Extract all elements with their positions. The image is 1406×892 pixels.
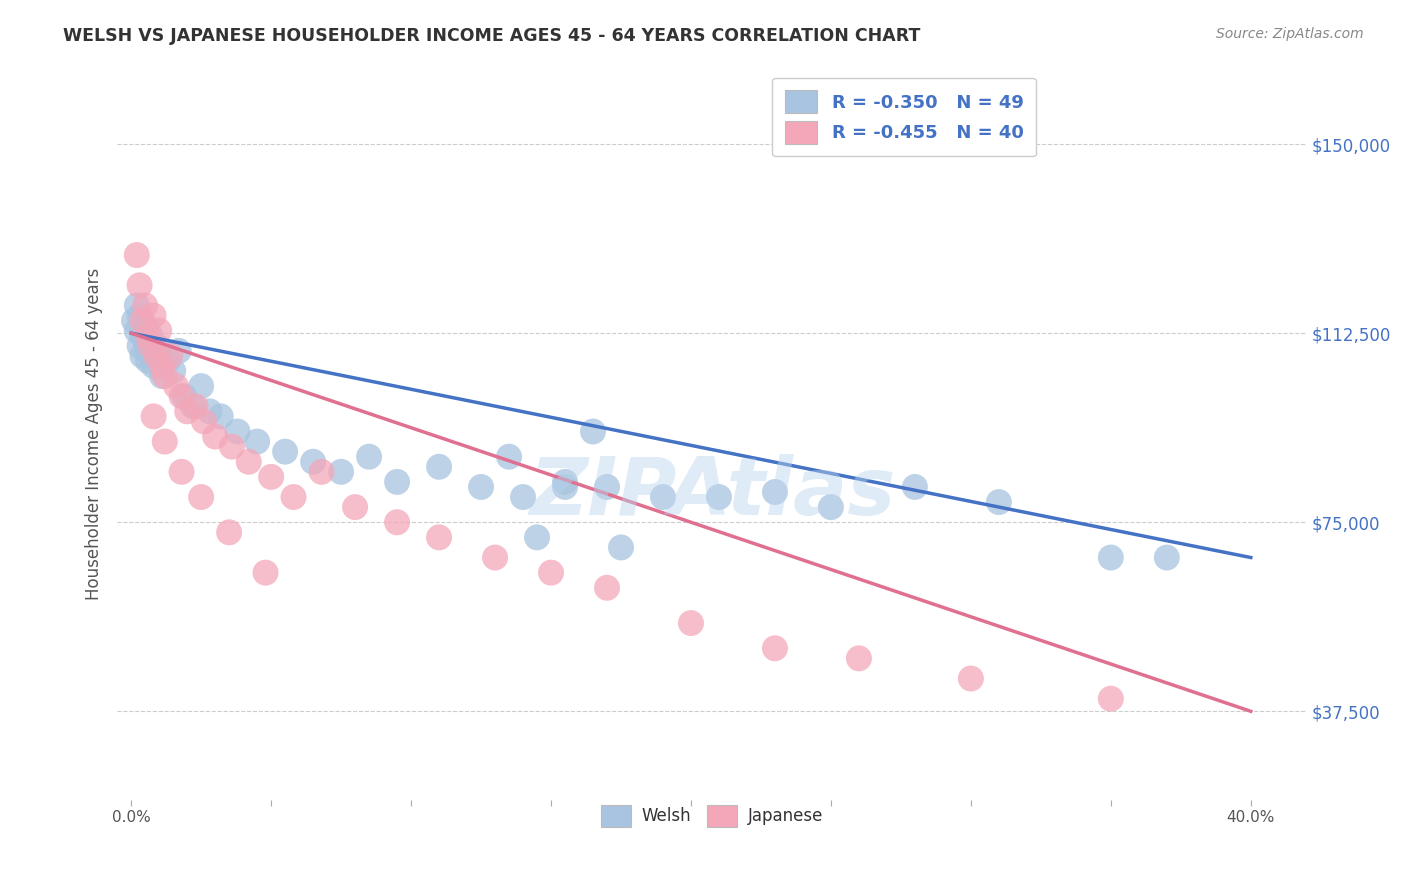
Point — [142, 359, 165, 373]
Point — [128, 278, 150, 293]
Point — [238, 455, 260, 469]
Point — [359, 450, 381, 464]
Point — [254, 566, 277, 580]
Point — [156, 354, 179, 368]
Point — [554, 475, 576, 489]
Point — [204, 429, 226, 443]
Point — [1156, 550, 1178, 565]
Point — [274, 444, 297, 458]
Point — [190, 379, 212, 393]
Point — [1099, 691, 1122, 706]
Point — [198, 404, 221, 418]
Point — [142, 309, 165, 323]
Point — [679, 616, 702, 631]
Point — [131, 313, 153, 327]
Text: Source: ZipAtlas.com: Source: ZipAtlas.com — [1216, 27, 1364, 41]
Point — [125, 324, 148, 338]
Y-axis label: Householder Income Ages 45 - 64 years: Householder Income Ages 45 - 64 years — [86, 268, 103, 600]
Point — [170, 389, 193, 403]
Point — [125, 298, 148, 312]
Point — [142, 409, 165, 424]
Point — [134, 334, 156, 348]
Point — [150, 359, 173, 373]
Point — [209, 409, 232, 424]
Point — [246, 434, 269, 449]
Point — [427, 459, 450, 474]
Point — [330, 465, 353, 479]
Point — [139, 339, 162, 353]
Point — [131, 328, 153, 343]
Point — [153, 369, 176, 384]
Point — [512, 490, 534, 504]
Point — [122, 313, 145, 327]
Point — [162, 364, 184, 378]
Point — [526, 530, 548, 544]
Point — [153, 434, 176, 449]
Point — [167, 343, 190, 358]
Text: ZIPAtlas: ZIPAtlas — [529, 453, 896, 532]
Point — [136, 343, 159, 358]
Point — [184, 399, 207, 413]
Point — [148, 349, 170, 363]
Point — [987, 495, 1010, 509]
Point — [848, 651, 870, 665]
Point — [148, 324, 170, 338]
Point — [1099, 550, 1122, 565]
Point — [820, 500, 842, 515]
Point — [136, 328, 159, 343]
Point — [498, 450, 520, 464]
Point — [136, 354, 159, 368]
Point — [150, 369, 173, 384]
Point — [596, 581, 619, 595]
Point — [302, 455, 325, 469]
Point — [540, 566, 562, 580]
Point — [190, 490, 212, 504]
Point — [173, 389, 195, 403]
Text: WELSH VS JAPANESE HOUSEHOLDER INCOME AGES 45 - 64 YEARS CORRELATION CHART: WELSH VS JAPANESE HOUSEHOLDER INCOME AGE… — [63, 27, 921, 45]
Point — [652, 490, 675, 504]
Point — [763, 641, 786, 656]
Point — [128, 339, 150, 353]
Point — [596, 480, 619, 494]
Point — [470, 480, 492, 494]
Point — [554, 480, 576, 494]
Point — [960, 672, 983, 686]
Point — [484, 550, 506, 565]
Point — [260, 470, 283, 484]
Point — [427, 530, 450, 544]
Point — [311, 465, 333, 479]
Point — [125, 248, 148, 262]
Point — [610, 541, 633, 555]
Point — [707, 490, 730, 504]
Point — [181, 399, 204, 413]
Point — [134, 298, 156, 312]
Point — [385, 515, 408, 529]
Point — [582, 425, 605, 439]
Point — [283, 490, 305, 504]
Point — [165, 379, 187, 393]
Point — [145, 339, 167, 353]
Point — [385, 475, 408, 489]
Point — [176, 404, 198, 418]
Point — [170, 465, 193, 479]
Point — [221, 440, 243, 454]
Point — [139, 328, 162, 343]
Point — [159, 349, 181, 363]
Point — [134, 318, 156, 333]
Point — [344, 500, 367, 515]
Point — [131, 349, 153, 363]
Point — [145, 349, 167, 363]
Point — [218, 525, 240, 540]
Point — [226, 425, 249, 439]
Point — [763, 485, 786, 500]
Point — [128, 309, 150, 323]
Legend: Welsh, Japanese: Welsh, Japanese — [593, 797, 831, 835]
Point — [904, 480, 927, 494]
Point — [193, 414, 215, 428]
